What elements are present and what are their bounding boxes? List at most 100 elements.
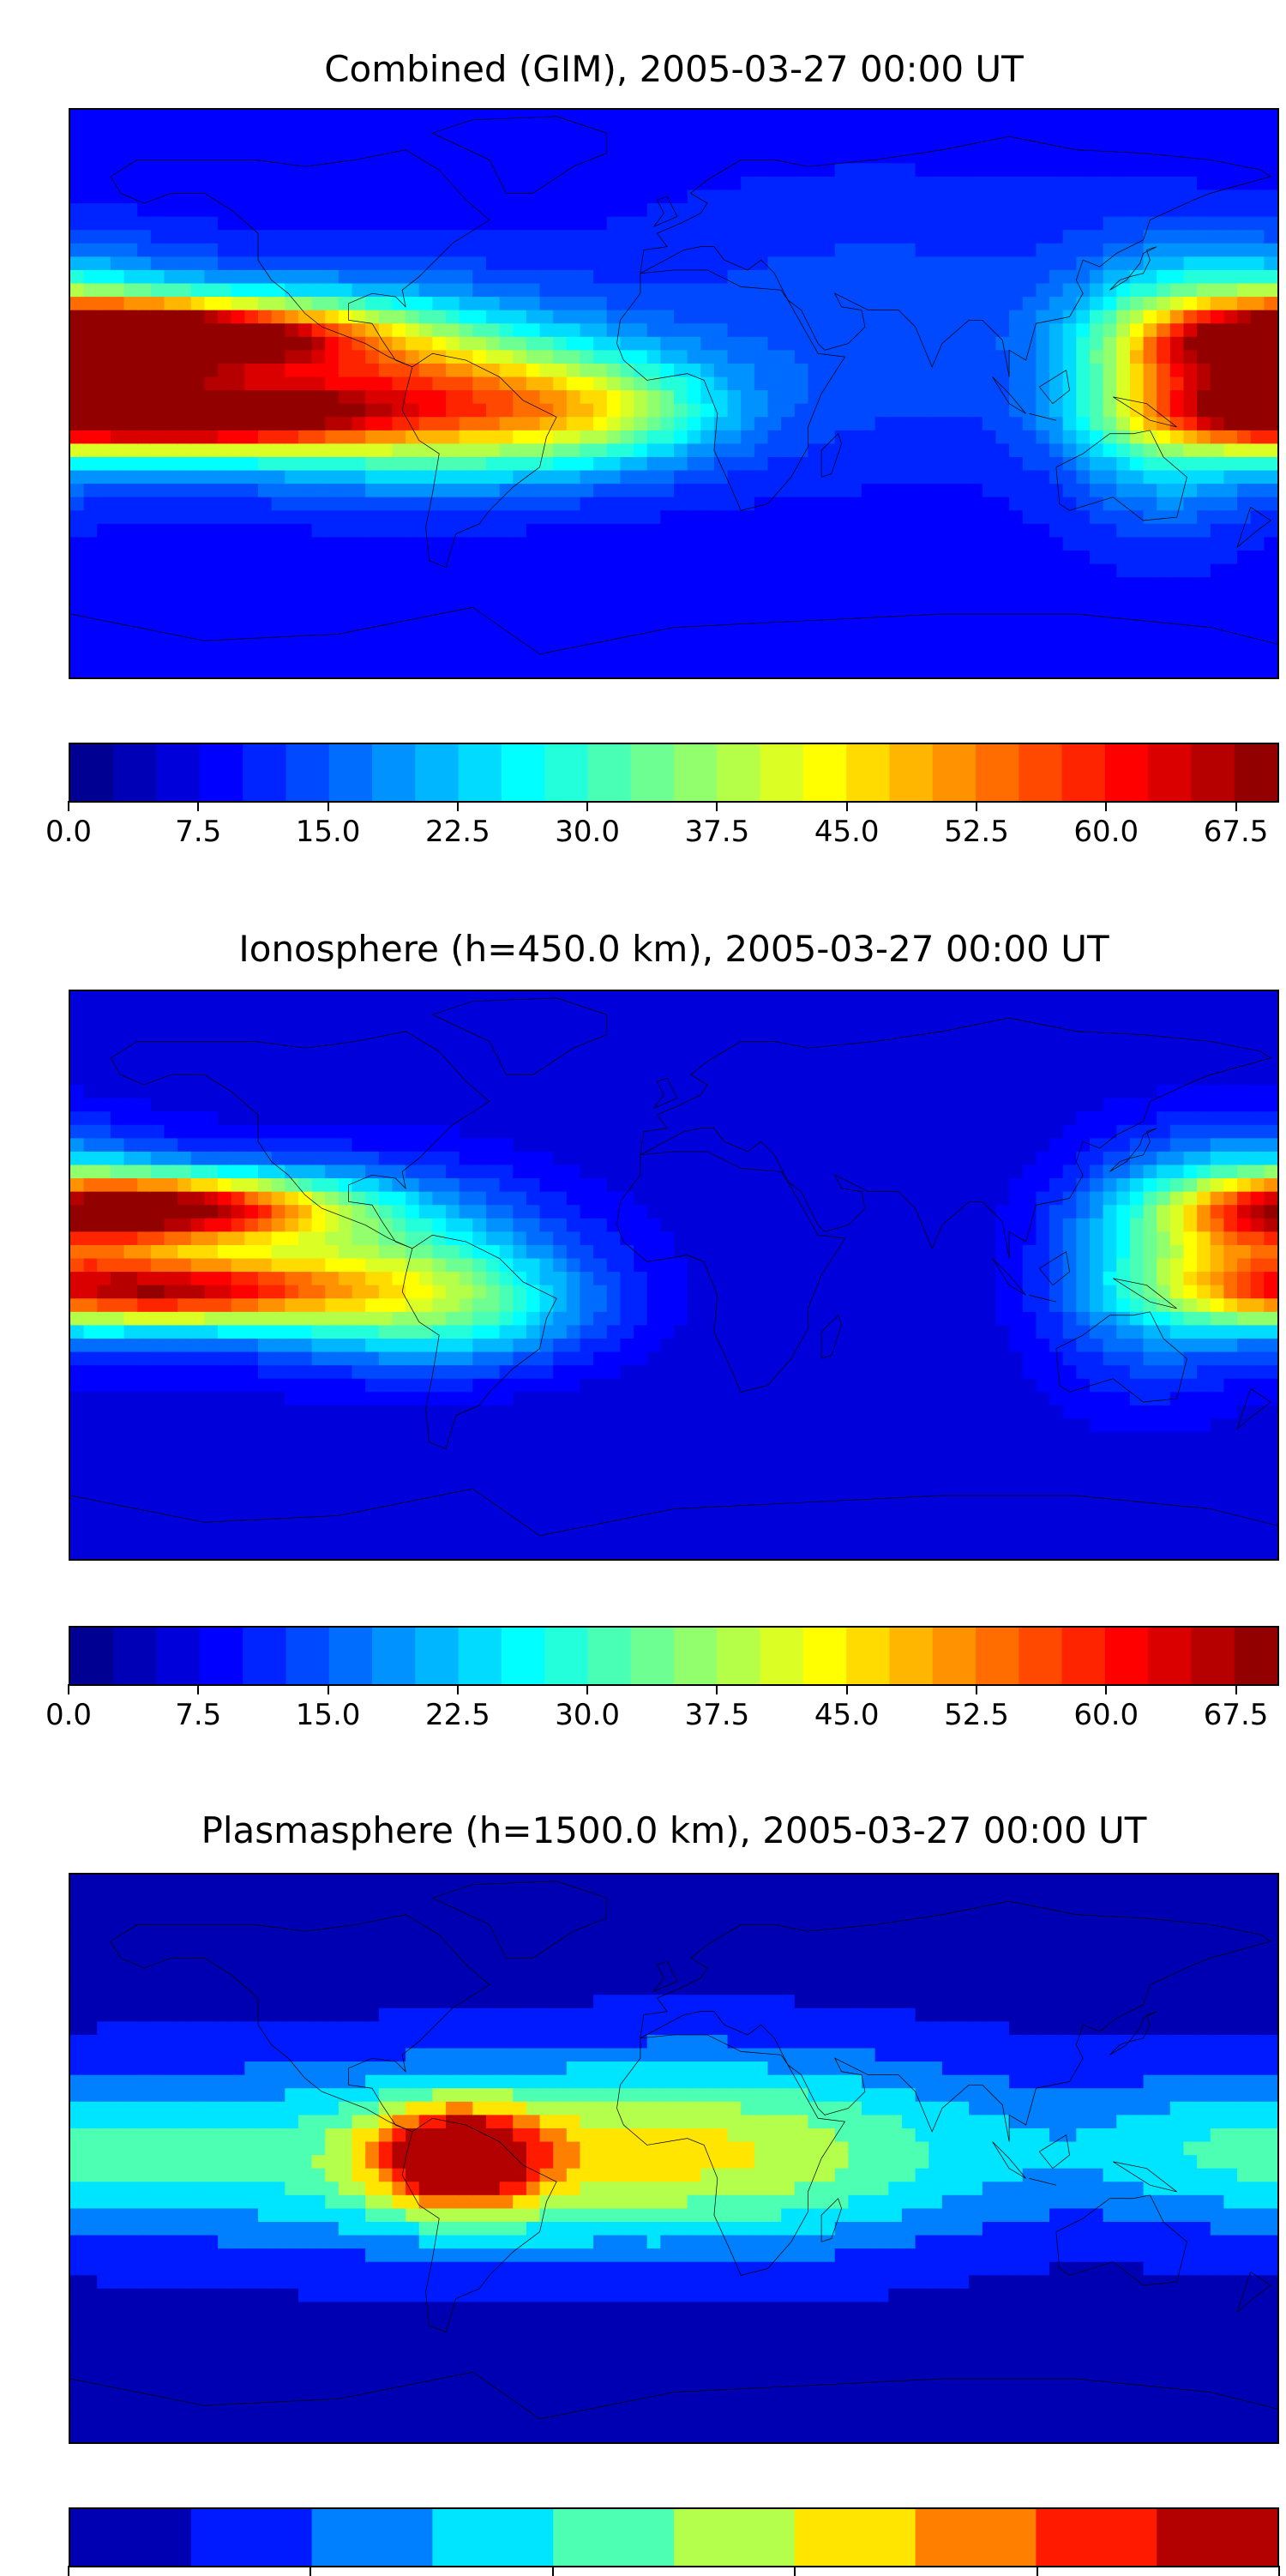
- colorbar-segment: [717, 1628, 760, 1684]
- colorbar-segment: [976, 1628, 1019, 1684]
- colorbar-segment: [1036, 2509, 1159, 2566]
- colorbar-tick: [1105, 1684, 1107, 1694]
- panel-title-combined: Combined (GIM), 2005-03-27 00:00 UT: [69, 48, 1279, 91]
- colorbar-tick-label: 30.0: [555, 815, 620, 849]
- colorbar-segment: [1062, 1628, 1106, 1684]
- panel-title-plasmasphere: Plasmasphere (h=1500.0 km), 2005-03-27 0…: [69, 1809, 1279, 1852]
- colorbar-tick-label: 45.0: [814, 1698, 880, 1732]
- colorbar-segment: [631, 1628, 675, 1684]
- colorbar-tick: [197, 801, 199, 811]
- colorbar-tick: [1235, 1684, 1237, 1694]
- colorbar-segment: [674, 2509, 797, 2566]
- colorbar-segment: [243, 1628, 286, 1684]
- colorbar-segment: [372, 1628, 416, 1684]
- colorbar-segment: [113, 744, 157, 801]
- panel-title-ionosphere: Ionosphere (h=450.0 km), 2005-03-27 00:0…: [69, 928, 1279, 971]
- colorbar-segment: [674, 1628, 718, 1684]
- colorbar-tick-label: 0.0: [45, 815, 92, 849]
- colorbar-segment: [459, 1628, 502, 1684]
- colorbar-tick-label: 7.5: [175, 1698, 221, 1732]
- colorbar-segment: [916, 2509, 1039, 2566]
- colorbar-segment: [631, 744, 675, 801]
- colorbar-tick-label: 22.5: [425, 1698, 490, 1732]
- colorbar-tick: [328, 801, 329, 811]
- colorbar-svg-ionosphere: [70, 1628, 1277, 1684]
- colorbar-segment: [717, 744, 760, 801]
- contour-fill: [70, 110, 1277, 677]
- colorbar-segment: [1019, 1628, 1062, 1684]
- colorbar-segment: [1019, 744, 1062, 801]
- map-svg-ionosphere: [70, 991, 1277, 1559]
- colorbar-segment: [113, 1628, 157, 1684]
- colorbar-tick-label: 52.5: [944, 1698, 1009, 1732]
- colorbar-segment: [976, 744, 1019, 801]
- colorbar-segment: [432, 2509, 556, 2566]
- colorbar-segment: [1235, 744, 1277, 801]
- colorbar-tick-label: 45.0: [814, 815, 880, 849]
- colorbar-segment: [191, 2509, 315, 2566]
- colorbar-segment: [1062, 744, 1106, 801]
- colorbar-tick: [1235, 801, 1237, 811]
- colorbar-tick: [846, 1684, 848, 1694]
- colorbar-segment: [1191, 1628, 1235, 1684]
- colorbar-segment: [502, 744, 545, 801]
- colorbar-tick-label: 67.5: [1204, 815, 1269, 849]
- colorbar-tick-label: 37.5: [685, 815, 750, 849]
- colorbar-tick: [328, 1684, 329, 1694]
- colorbar-segment: [157, 744, 201, 801]
- colorbar-tick: [1037, 2566, 1038, 2576]
- colorbar-segment: [70, 1628, 114, 1684]
- colorbar-segment: [553, 2509, 676, 2566]
- colorbar-segment: [70, 744, 114, 801]
- colorbar-tick: [846, 801, 848, 811]
- colorbar-segment: [70, 2509, 194, 2566]
- map-svg-combined: [70, 110, 1277, 677]
- colorbar-tick: [1105, 801, 1107, 811]
- colorbar-tick-label: 30.0: [555, 1698, 620, 1732]
- colorbar-segment: [312, 2509, 436, 2566]
- colorbar-segment: [1105, 744, 1149, 801]
- colorbar-segment: [674, 744, 718, 801]
- colorbar-segment: [1191, 744, 1235, 801]
- colorbar-segment: [285, 1628, 329, 1684]
- colorbar-tick: [716, 801, 718, 811]
- colorbar-segment: [372, 744, 416, 801]
- colorbar-segment: [760, 1628, 804, 1684]
- map-plasmasphere: [69, 1873, 1279, 2444]
- colorbar-segment: [760, 744, 804, 801]
- colorbar-segment: [889, 744, 933, 801]
- colorbar-segment: [243, 744, 286, 801]
- colorbar-ticks-plasmasphere: 0510152025: [69, 2566, 1279, 2573]
- map-svg-plasmasphere: [70, 1875, 1277, 2442]
- colorbar-segment: [1105, 1628, 1149, 1684]
- colorbar-tick: [586, 801, 588, 811]
- contour-fill: [70, 1875, 1277, 2442]
- colorbar-segment: [200, 1628, 243, 1684]
- colorbar-tick: [457, 1684, 459, 1694]
- colorbar-segment: [157, 1628, 201, 1684]
- colorbar-tick-label: 60.0: [1073, 1698, 1139, 1732]
- colorbar-tick-label: 15.0: [296, 815, 361, 849]
- colorbar-combined: [69, 743, 1279, 803]
- colorbar-segment: [933, 744, 977, 801]
- colorbar-segment: [889, 1628, 933, 1684]
- colorbar-tick-label: 67.5: [1204, 1698, 1269, 1732]
- colorbar-tick-label: 60.0: [1073, 815, 1139, 849]
- colorbar-tick-label: 7.5: [175, 815, 221, 849]
- colorbar-segment: [1235, 1628, 1277, 1684]
- colorbar-tick: [68, 801, 69, 811]
- colorbar-svg-plasmasphere: [70, 2509, 1277, 2566]
- colorbar-segment: [329, 1628, 373, 1684]
- colorbar-tick: [552, 2566, 554, 2576]
- colorbar-segment: [459, 744, 502, 801]
- colorbar-tick: [716, 1684, 718, 1694]
- colorbar-segment: [1148, 1628, 1192, 1684]
- colorbar-tick: [976, 801, 977, 811]
- colorbar-segment: [329, 744, 373, 801]
- colorbar-plasmasphere: [69, 2507, 1279, 2567]
- colorbar-tick: [309, 2566, 311, 2576]
- colorbar-segment: [1148, 744, 1192, 801]
- colorbar-tick-label: 0.0: [45, 1698, 92, 1732]
- colorbar-segment: [544, 1628, 588, 1684]
- colorbar-segment: [502, 1628, 545, 1684]
